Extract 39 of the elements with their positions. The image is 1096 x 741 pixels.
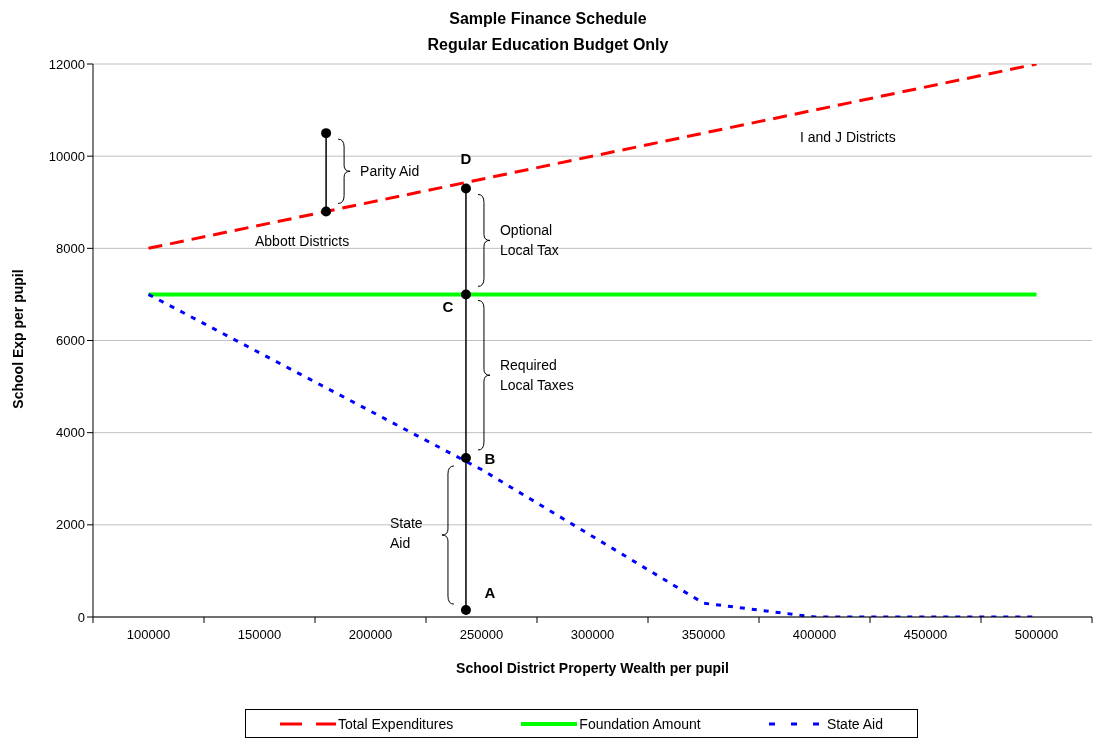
x-axis-title: School District Property Wealth per pupil	[455, 660, 730, 676]
data-label: A	[484, 584, 496, 602]
x-tick-label: 200000	[348, 627, 393, 642]
point	[460, 289, 471, 300]
x-tick-label: 100000	[126, 627, 171, 642]
annotation: State Aid	[389, 514, 423, 551]
y-tick-label: 8000	[56, 240, 85, 256]
y-tick-label: 12000	[48, 56, 85, 72]
x-tick-label: 400000	[792, 627, 837, 642]
data-label: C	[442, 298, 454, 316]
point	[321, 128, 332, 139]
annotation: I and J Districts	[800, 128, 896, 145]
annotation: Required Local Taxes	[499, 356, 574, 393]
y-axis-title: School Exp per pupil	[10, 267, 26, 411]
y-tick-label: 2000	[56, 517, 85, 533]
point	[460, 183, 471, 194]
x-tick-label: 450000	[903, 627, 948, 642]
chart-subtitle: Regular Education Budget Only	[426, 35, 670, 55]
annotation: Optional Local Tax	[499, 222, 559, 259]
x-tick-label: 150000	[237, 627, 282, 642]
y-tick-label: 6000	[56, 333, 85, 349]
point	[321, 206, 332, 217]
y-tick-label: 4000	[56, 425, 85, 441]
x-tick-label: 300000	[570, 627, 615, 642]
data-label: B	[484, 449, 496, 467]
legend-label: State Aid	[826, 715, 883, 732]
point	[460, 605, 471, 616]
annotation: Parity Aid	[360, 163, 420, 179]
annotation: Abbott Districts	[255, 232, 350, 249]
legend-label: Foundation Amount	[579, 715, 701, 732]
chart-title: Sample Finance Schedule	[448, 9, 648, 29]
x-tick-label: 350000	[681, 627, 726, 642]
x-tick-label: 500000	[1014, 627, 1059, 642]
x-tick-label: 250000	[459, 627, 504, 642]
legend-label: Total Expenditures	[338, 715, 454, 732]
point	[460, 453, 471, 464]
data-label: D	[460, 150, 472, 168]
y-tick-label: 0	[77, 609, 85, 625]
y-tick-label: 10000	[48, 148, 85, 164]
